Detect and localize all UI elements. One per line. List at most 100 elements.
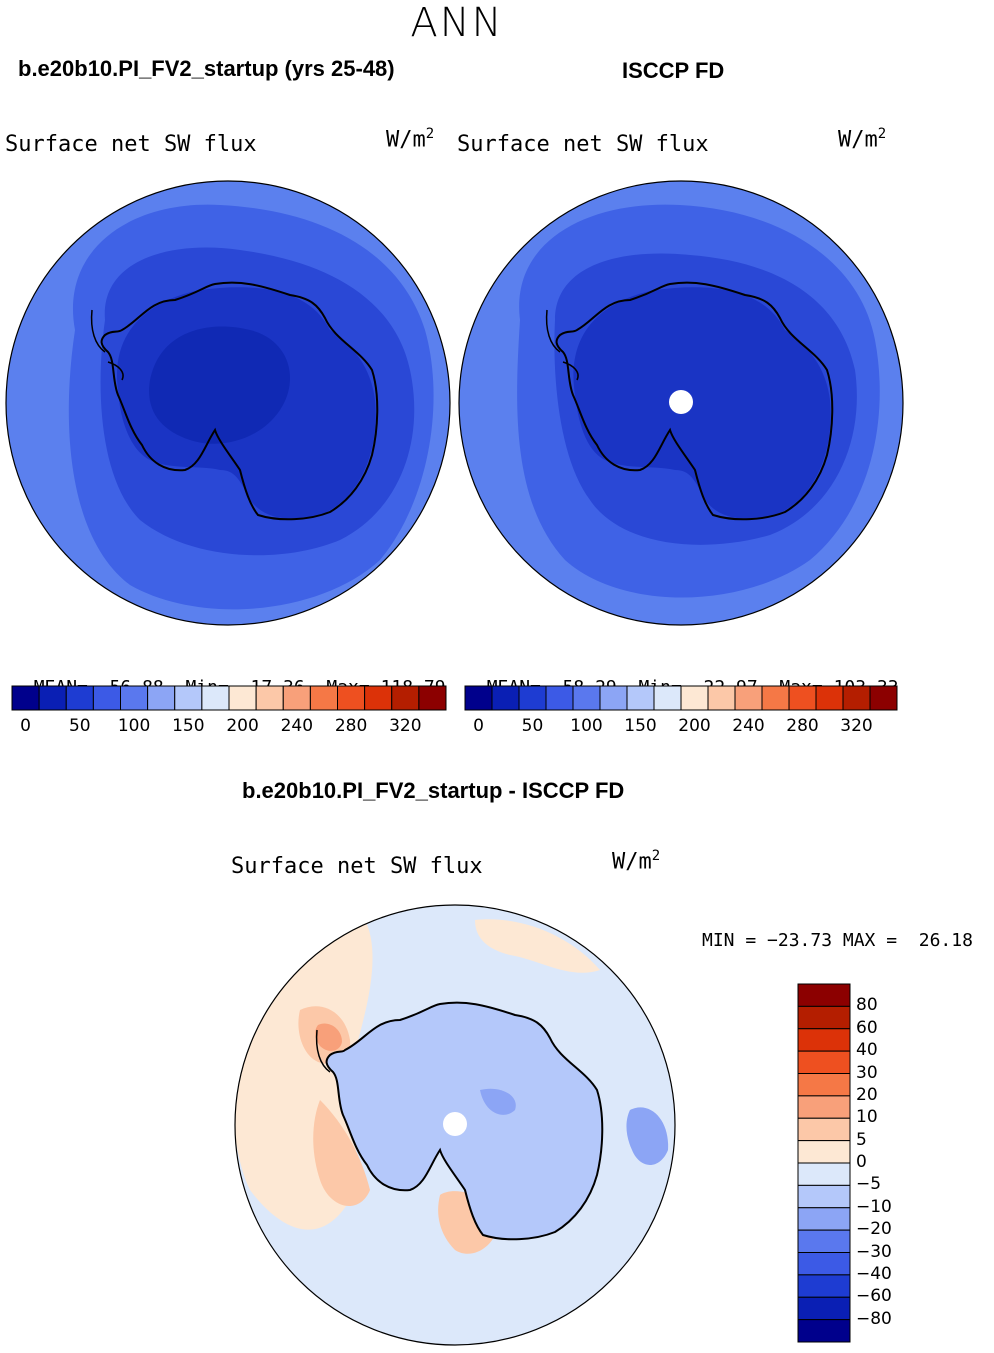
colorbar-swatch [797,1184,851,1209]
colorbar-swatch [869,685,898,711]
colorbar-tick-label: 100 [117,716,151,736]
panel-title-model: b.e20b10.PI_FV2_startup (yrs 25-48) [18,56,395,81]
colorbar-swatch [797,1207,851,1231]
negative-anomaly-east [626,1107,669,1165]
colorbar-swatch [797,1073,851,1097]
difference-units-label: W/m2 [612,848,660,874]
colorbar-tick-label: 200 [678,716,711,736]
colorbar-tick-label: −10 [856,1196,892,1217]
colorbar-swatch [797,1050,851,1074]
colorbar-tick-label: 50 [68,716,91,736]
colorbar-tick-label: 280 [334,716,368,736]
positive-anomaly-west-peak [315,1023,342,1051]
units-exponent: 2 [877,126,887,142]
colorbar-ticks-difference: 80 60 40 30 20 10 5 0 −5 −10 −20 −30 −40 −60 −80 [856,984,916,1342]
colorbar-swatch [797,1028,851,1052]
map-boundary [458,180,904,626]
colorbar-model [11,685,447,711]
colorbar-tick-label: 280 [786,716,819,736]
variable-label-model: Surface net SW flux [5,132,257,157]
colorbar-swatch [797,1274,851,1298]
antarctica-coastline [325,1001,604,1241]
colorbar-swatch [797,1162,851,1186]
colorbar-ticks-obs: 0 50 100 150 200 240 280 320 [465,716,897,740]
antarctica-interior [573,287,831,519]
units-label-model: W/m2 [386,126,434,152]
colorbar-tick-label: 320 [840,716,873,736]
colorbar-swatch [464,685,493,711]
antarctica-coastline [555,281,834,521]
colorbar-swatch [418,685,447,711]
colorbar-swatch [788,685,817,711]
negative-anomaly-interior [480,1088,516,1115]
difference-min-max: MIN = −23.73 MAX = 26.18 [702,930,973,951]
colorbar-swatch [815,685,844,711]
map-boundary [234,904,676,1346]
colorbar-tick-label: 60 [856,1017,878,1038]
colorbar-swatch [282,685,311,711]
colorbar-tick-label: 150 [172,716,205,736]
colorbar-swatch [797,1140,851,1164]
difference-variable-label: Surface net SW flux [231,854,483,879]
colorbar-tick-label: 5 [856,1129,867,1150]
colorbar-swatch [518,685,547,711]
colorbar-difference [797,983,851,1343]
colorbar-tick-label: −40 [856,1263,892,1284]
antarctica-high-plateau [149,326,290,444]
colorbar-swatch [797,1117,851,1142]
colorbar-swatch [797,1229,851,1253]
difference-title: b.e20b10.PI_FV2_startup - ISCCP FD [242,778,625,803]
colorbar-swatch [255,685,284,711]
positive-anomaly-northeast [475,919,600,973]
units-exponent: 2 [425,126,435,142]
peninsula-outline [315,1029,331,1073]
colorbar-tick-label: 0 [20,716,31,736]
colorbar-tick-label: −60 [856,1286,892,1307]
units-text: W/m [612,849,652,875]
colorbar-tick-label: 200 [226,716,259,736]
colorbar-tick-label: 20 [856,1084,878,1105]
colorbar-swatch [65,685,94,711]
peninsula-outline [545,309,579,381]
colorbar-swatch [797,1319,851,1343]
colorbar-swatch [797,1252,851,1276]
positive-anomaly-southwest [313,1100,370,1207]
colorbar-tick-label: 40 [856,1040,878,1061]
colorbar-tick-label: 320 [389,716,422,736]
units-text: W/m [386,127,426,153]
colorbar-obs [464,685,898,711]
colorbar-tick-label: −80 [856,1308,892,1329]
colorbar-swatch [599,685,628,711]
colorbar-ticks-model: 0 50 100 150 200 240 280 320 [12,716,446,740]
pole-hole [443,1112,467,1136]
colorbar-tick-label: 100 [570,716,603,736]
colorbar-tick-label: 10 [856,1107,878,1128]
peninsula-outline [90,309,124,381]
colorbar-swatch [797,1296,851,1321]
colorbar-tick-label: −5 [856,1174,882,1195]
variable-label-obs: Surface net SW flux [457,132,709,157]
colorbar-tick-label: 240 [732,716,765,736]
colorbar-swatch [842,685,871,711]
colorbar-swatch [11,685,40,711]
colorbar-tick-label: 0 [473,716,484,736]
map-boundary [5,180,451,626]
colorbar-swatch [797,1005,851,1030]
colorbar-tick-label: 80 [856,995,878,1016]
pole-hole [669,390,693,414]
antarctica-coastline [100,281,379,521]
units-exponent: 2 [651,848,661,864]
colorbar-tick-label: −20 [856,1219,892,1240]
colorbar-swatch [120,685,149,711]
colorbar-swatch [92,685,121,711]
colorbar-swatch [174,685,203,711]
colorbar-swatch [309,685,338,711]
colorbar-tick-label: 240 [280,716,314,736]
units-text: W/m [838,127,878,153]
colorbar-swatch [797,983,851,1007]
colorbar-tick-label: −30 [856,1241,892,1262]
colorbar-tick-label: 50 [521,716,544,736]
colorbar-swatch [491,685,520,711]
